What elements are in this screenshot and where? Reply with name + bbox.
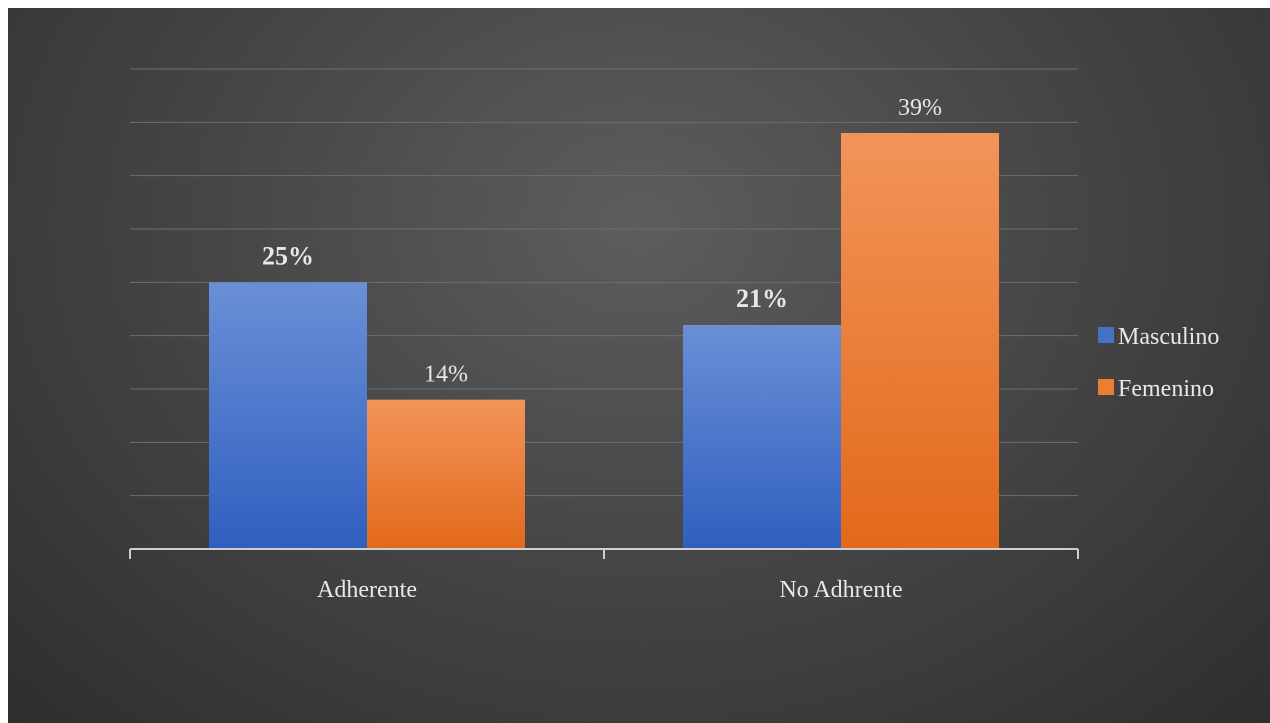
x-axis: Adherente No Adhrente — [129, 548, 1079, 603]
bar-masculino-1 — [683, 325, 841, 549]
bar-chart: 25% 21% 14% 39% Adherente No Adhrente Mascul… — [129, 68, 1219, 603]
legend-label-femenino: Femenino — [1118, 376, 1214, 402]
bar-femenino-0 — [367, 399, 525, 549]
legend-swatch-femenino — [1098, 379, 1114, 395]
bar-masculino-0 — [209, 282, 367, 549]
x-tick-label: Adherente — [317, 577, 417, 603]
data-labels: 25% 21% 14% 39% — [262, 95, 942, 388]
x-tick-label: No Adhrente — [779, 577, 902, 603]
legend: Masculino Femenino — [1098, 324, 1219, 402]
legend-swatch-masculino — [1098, 327, 1114, 343]
chart-frame: 25% 21% 14% 39% Adherente No Adhrente Mascul… — [8, 8, 1270, 723]
data-label: 14% — [424, 362, 468, 388]
data-label: 21% — [736, 284, 788, 313]
data-label: 25% — [262, 241, 314, 270]
data-label: 39% — [898, 95, 942, 121]
legend-label-masculino: Masculino — [1118, 324, 1219, 350]
bar-femenino-1 — [841, 133, 999, 549]
bars — [209, 133, 999, 549]
